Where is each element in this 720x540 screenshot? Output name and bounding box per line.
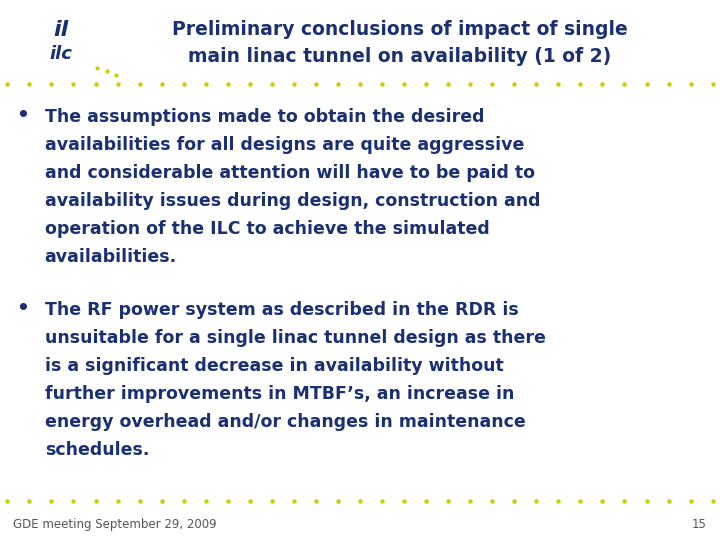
Text: •: • <box>16 299 29 318</box>
Text: operation of the ILC to achieve the simulated: operation of the ILC to achieve the simu… <box>45 220 490 238</box>
Text: Preliminary conclusions of impact of single: Preliminary conclusions of impact of sin… <box>172 20 627 39</box>
Text: il: il <box>53 19 69 40</box>
Text: unsuitable for a single linac tunnel design as there: unsuitable for a single linac tunnel des… <box>45 329 546 347</box>
Text: availability issues during design, construction and: availability issues during design, const… <box>45 192 540 210</box>
Text: energy overhead and/or changes in maintenance: energy overhead and/or changes in mainte… <box>45 413 526 431</box>
Text: further improvements in MTBF’s, an increase in: further improvements in MTBF’s, an incre… <box>45 385 514 403</box>
Text: GDE meeting September 29, 2009: GDE meeting September 29, 2009 <box>13 518 217 531</box>
Text: The assumptions made to obtain the desired: The assumptions made to obtain the desir… <box>45 108 484 126</box>
Text: •: • <box>16 106 29 125</box>
Text: schedules.: schedules. <box>45 441 149 459</box>
Text: The RF power system as described in the RDR is: The RF power system as described in the … <box>45 301 518 319</box>
Text: availabilities for all designs are quite aggressive: availabilities for all designs are quite… <box>45 136 524 154</box>
Text: availabilities.: availabilities. <box>45 248 177 266</box>
Text: and considerable attention will have to be paid to: and considerable attention will have to … <box>45 164 535 182</box>
Text: is a significant decrease in availability without: is a significant decrease in availabilit… <box>45 357 503 375</box>
Text: 15: 15 <box>692 518 707 531</box>
Text: main linac tunnel on availability (1 of 2): main linac tunnel on availability (1 of … <box>188 47 611 66</box>
Text: ilc: ilc <box>50 45 73 63</box>
